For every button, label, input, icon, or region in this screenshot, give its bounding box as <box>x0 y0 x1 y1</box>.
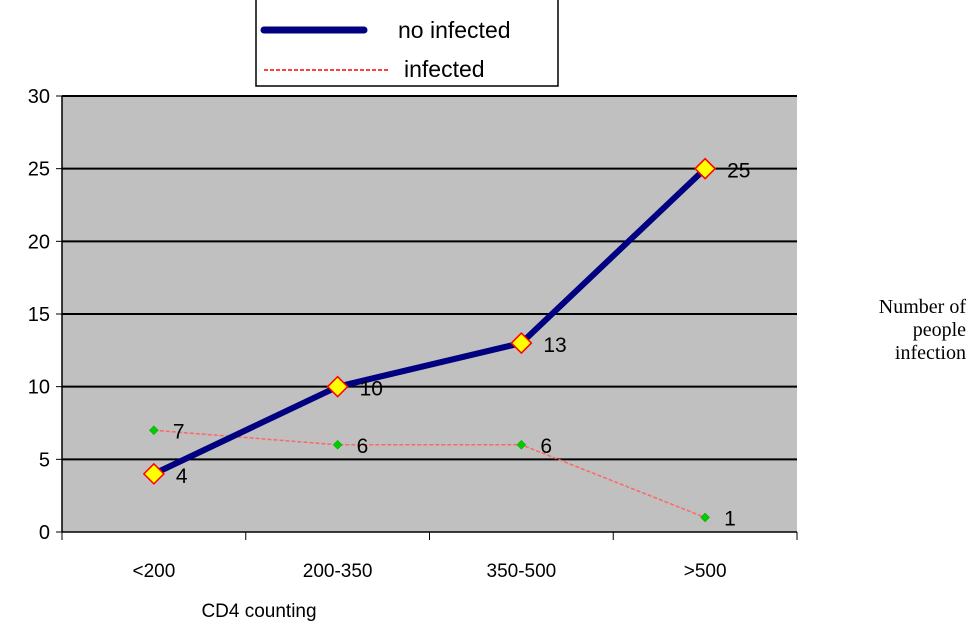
legend-label-infected: infected <box>404 56 485 82</box>
point-no-infected <box>510 332 533 355</box>
point-infected <box>149 425 159 436</box>
point-infected <box>516 439 527 450</box>
point-infected <box>700 512 710 523</box>
data-label-infected: 6 <box>357 435 369 458</box>
data-label-no-infected: 10 <box>360 378 383 401</box>
data-label-infected: 7 <box>173 420 185 443</box>
side-label-line-1: Number of <box>878 296 966 318</box>
y-tick-label: 10 <box>28 377 50 399</box>
y-tick-label: 30 <box>28 86 50 108</box>
x-tick-label: 200-350 <box>303 561 373 582</box>
data-label-no-infected: 4 <box>176 465 188 488</box>
y-tick-label: 0 <box>39 522 50 544</box>
series-line-no-infected <box>150 165 709 477</box>
series-line-infected <box>153 429 706 519</box>
legend-box <box>255 0 559 87</box>
data-label-infected: 1 <box>724 507 736 530</box>
y-tick-label: 15 <box>28 304 50 326</box>
side-label-line-2: people <box>912 319 966 341</box>
side-label-line-3: infection <box>894 342 966 364</box>
point-no-infected <box>326 375 349 398</box>
point-no-infected <box>694 157 717 180</box>
point-no-infected <box>142 462 165 485</box>
x-tick-label: 350-500 <box>487 561 557 582</box>
data-label-no-infected: 13 <box>543 334 566 357</box>
legend-label-no-infected: no infected <box>398 17 511 43</box>
x-tick-label: >500 <box>684 561 727 582</box>
data-label-infected: 6 <box>540 435 552 458</box>
y-tick-label: 5 <box>39 449 50 471</box>
point-infected <box>332 439 343 450</box>
y-tick-label: 20 <box>28 231 50 253</box>
x-tick-label: <200 <box>132 561 175 582</box>
data-label-no-infected: 25 <box>727 160 750 183</box>
y-tick-label: 25 <box>28 159 50 181</box>
side-axis-label: Number of people infection <box>816 296 966 365</box>
x-axis-title: CD4 counting <box>201 601 316 622</box>
